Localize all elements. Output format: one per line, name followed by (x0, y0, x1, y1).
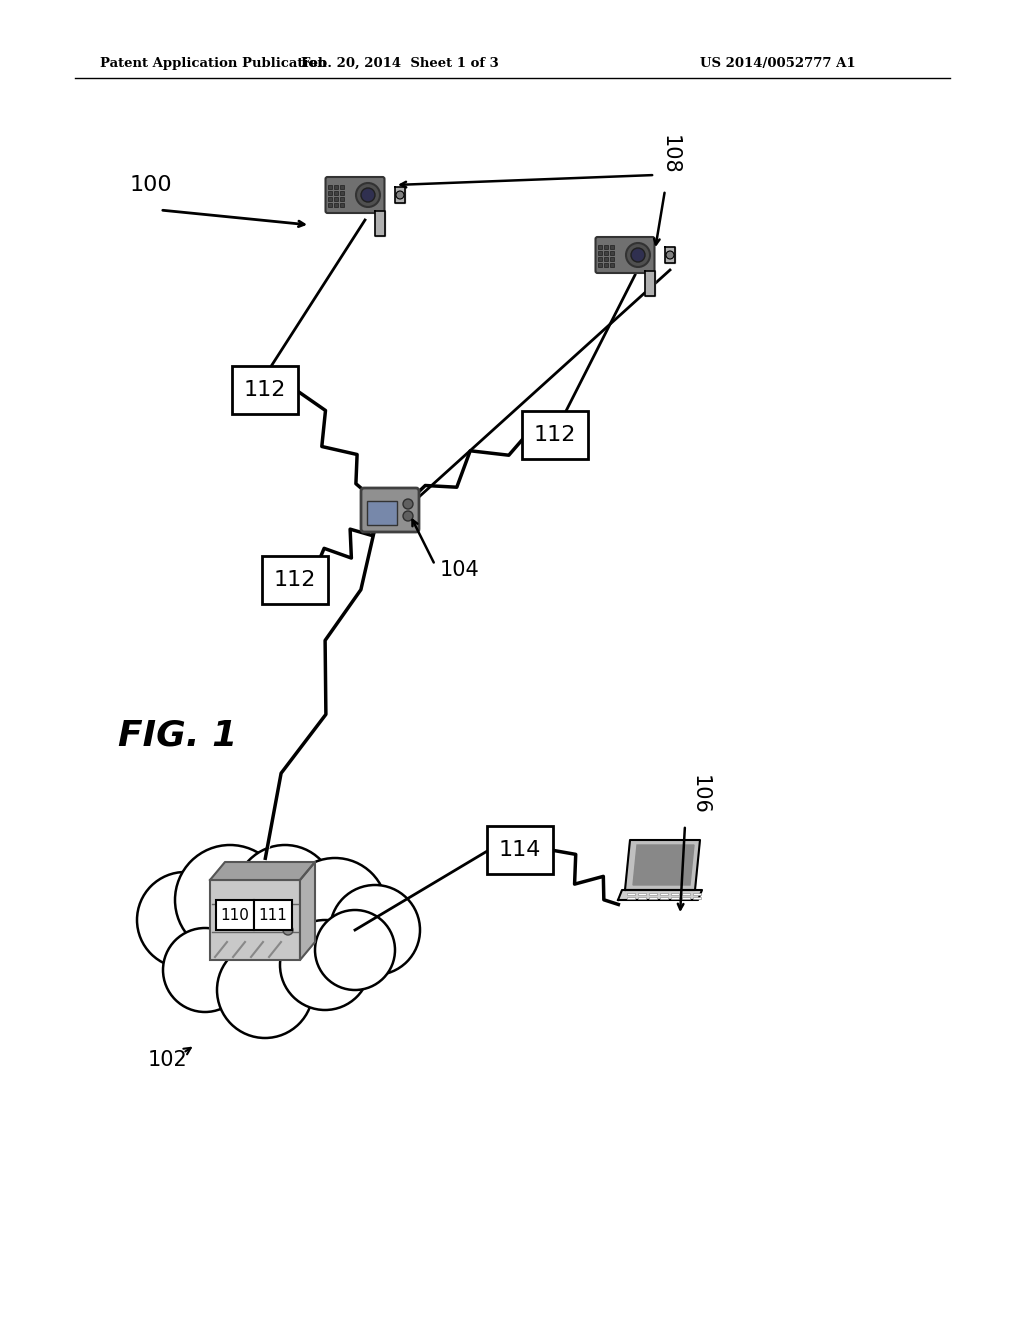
Text: Patent Application Publication: Patent Application Publication (100, 57, 327, 70)
FancyBboxPatch shape (671, 896, 679, 899)
Circle shape (361, 187, 375, 202)
Circle shape (356, 183, 380, 207)
FancyBboxPatch shape (328, 191, 332, 195)
FancyBboxPatch shape (340, 191, 343, 195)
FancyBboxPatch shape (328, 185, 332, 189)
Circle shape (403, 499, 413, 510)
FancyBboxPatch shape (609, 257, 613, 261)
Polygon shape (265, 528, 375, 861)
Text: 104: 104 (440, 560, 480, 579)
FancyBboxPatch shape (367, 502, 397, 525)
Circle shape (163, 928, 247, 1012)
FancyBboxPatch shape (638, 892, 646, 895)
FancyBboxPatch shape (638, 896, 646, 899)
FancyBboxPatch shape (609, 263, 613, 267)
FancyBboxPatch shape (334, 197, 338, 201)
Circle shape (283, 858, 387, 962)
FancyBboxPatch shape (609, 246, 613, 249)
FancyBboxPatch shape (334, 203, 338, 207)
Circle shape (315, 909, 395, 990)
FancyBboxPatch shape (603, 251, 607, 255)
Text: 108: 108 (660, 135, 680, 174)
FancyBboxPatch shape (693, 892, 701, 895)
Text: 110: 110 (220, 908, 250, 923)
FancyBboxPatch shape (361, 488, 419, 532)
Polygon shape (395, 187, 406, 203)
FancyBboxPatch shape (660, 892, 668, 895)
FancyBboxPatch shape (216, 900, 254, 931)
FancyBboxPatch shape (334, 185, 338, 189)
Circle shape (137, 873, 233, 968)
Polygon shape (406, 425, 535, 506)
FancyBboxPatch shape (334, 191, 338, 195)
FancyBboxPatch shape (603, 257, 607, 261)
Polygon shape (315, 521, 380, 570)
FancyBboxPatch shape (232, 366, 298, 414)
FancyBboxPatch shape (340, 197, 343, 201)
Text: 106: 106 (690, 775, 710, 814)
Polygon shape (625, 840, 700, 890)
Polygon shape (665, 247, 675, 263)
FancyBboxPatch shape (262, 556, 328, 605)
Circle shape (396, 191, 404, 199)
Circle shape (403, 511, 413, 521)
Circle shape (234, 845, 335, 945)
Text: 112: 112 (244, 380, 286, 400)
FancyBboxPatch shape (597, 263, 601, 267)
Polygon shape (210, 862, 315, 880)
Polygon shape (618, 890, 702, 900)
FancyBboxPatch shape (660, 896, 668, 899)
Text: 100: 100 (130, 176, 173, 195)
Polygon shape (300, 862, 315, 960)
FancyBboxPatch shape (597, 251, 601, 255)
FancyBboxPatch shape (671, 892, 679, 895)
Circle shape (330, 884, 420, 975)
Polygon shape (375, 211, 385, 236)
FancyBboxPatch shape (649, 896, 657, 899)
FancyBboxPatch shape (254, 900, 292, 931)
Circle shape (217, 942, 313, 1038)
Circle shape (626, 243, 650, 267)
FancyBboxPatch shape (603, 263, 607, 267)
FancyBboxPatch shape (682, 892, 690, 895)
Circle shape (280, 920, 370, 1010)
FancyBboxPatch shape (649, 892, 657, 895)
FancyBboxPatch shape (340, 203, 343, 207)
FancyBboxPatch shape (682, 896, 690, 899)
FancyBboxPatch shape (487, 826, 553, 874)
Text: 111: 111 (259, 908, 288, 923)
Polygon shape (551, 850, 620, 906)
Polygon shape (633, 845, 694, 884)
FancyBboxPatch shape (597, 257, 601, 261)
Circle shape (283, 925, 293, 935)
FancyBboxPatch shape (693, 896, 701, 899)
Polygon shape (296, 389, 375, 500)
FancyBboxPatch shape (609, 251, 613, 255)
Text: 114: 114 (499, 840, 542, 861)
FancyBboxPatch shape (596, 238, 654, 273)
FancyBboxPatch shape (603, 246, 607, 249)
FancyBboxPatch shape (328, 197, 332, 201)
Circle shape (175, 845, 285, 954)
FancyBboxPatch shape (627, 896, 635, 899)
Text: 112: 112 (534, 425, 577, 445)
FancyBboxPatch shape (340, 185, 343, 189)
FancyBboxPatch shape (597, 246, 601, 249)
FancyBboxPatch shape (328, 203, 332, 207)
FancyBboxPatch shape (522, 411, 588, 459)
Text: FIG. 1: FIG. 1 (118, 718, 238, 752)
Text: Feb. 20, 2014  Sheet 1 of 3: Feb. 20, 2014 Sheet 1 of 3 (301, 57, 499, 70)
Text: US 2014/0052777 A1: US 2014/0052777 A1 (700, 57, 856, 70)
FancyBboxPatch shape (326, 177, 384, 213)
Text: 102: 102 (148, 1049, 187, 1071)
FancyBboxPatch shape (627, 892, 635, 895)
Polygon shape (645, 271, 655, 296)
FancyBboxPatch shape (210, 880, 300, 960)
Circle shape (666, 251, 674, 259)
Text: 112: 112 (273, 570, 316, 590)
Circle shape (631, 248, 645, 261)
